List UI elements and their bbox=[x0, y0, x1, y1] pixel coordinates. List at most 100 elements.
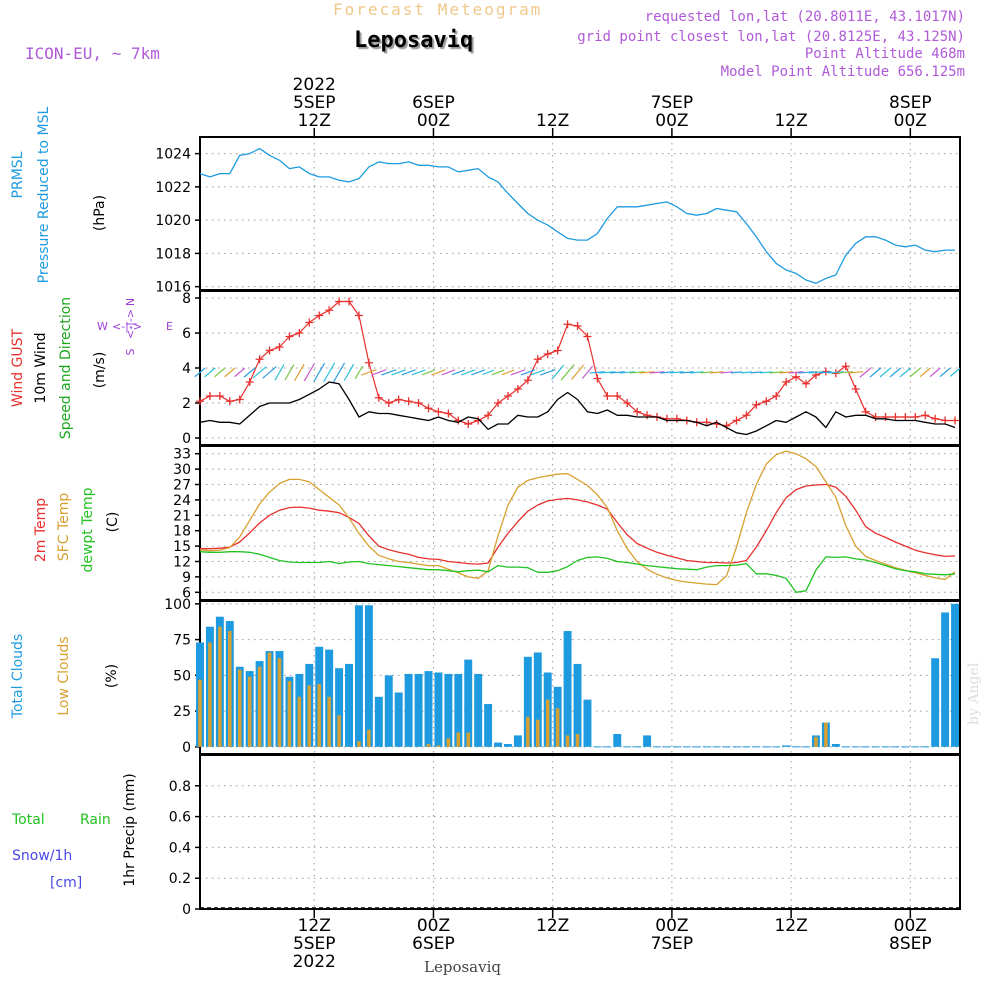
total-cloud-bar bbox=[782, 745, 791, 747]
total-cloud-bar bbox=[384, 675, 393, 747]
pressure-ytick-label: 1024 bbox=[155, 147, 191, 163]
gust-marker bbox=[523, 376, 532, 385]
gust-marker bbox=[285, 332, 294, 341]
wind-direction-arrow bbox=[234, 367, 246, 378]
wind-direction-label: Speed and Direction bbox=[58, 297, 74, 439]
gust-marker bbox=[503, 392, 512, 400]
gust-marker bbox=[732, 416, 741, 425]
gust-marker bbox=[205, 392, 214, 400]
wind-direction-arrow bbox=[421, 369, 436, 376]
wind-direction-arrow bbox=[381, 369, 397, 376]
gust-marker bbox=[374, 393, 383, 402]
wind-direction-arrow bbox=[939, 367, 951, 378]
product-title: Forecast Meteogram bbox=[333, 0, 543, 19]
wind-direction-arrow bbox=[819, 371, 833, 374]
total-cloud-bar bbox=[394, 692, 403, 747]
pressure-ytick-label: 1020 bbox=[155, 213, 191, 229]
low-cloud-bar bbox=[247, 676, 252, 747]
gust-marker bbox=[563, 320, 572, 329]
wind-direction-arrow bbox=[827, 371, 844, 374]
precip-ytick-label: 0.8 bbox=[169, 779, 191, 795]
wind-direction-arrow bbox=[194, 367, 206, 378]
total-cloud-bar bbox=[484, 703, 493, 747]
wind-direction-arrow bbox=[779, 371, 793, 374]
bottom-time-label: 8SEP bbox=[889, 934, 932, 954]
clouds-unit-label: (%) bbox=[104, 664, 120, 688]
total-cloud-bar bbox=[643, 735, 652, 747]
gust-marker bbox=[245, 378, 254, 386]
wind-direction-arrow bbox=[343, 363, 355, 381]
top-time-label: 12Z bbox=[774, 111, 807, 131]
wind-direction-arrow bbox=[243, 367, 256, 378]
gust-marker bbox=[662, 414, 671, 423]
wind-direction-arrow bbox=[333, 362, 346, 383]
dewpt-label: dewpt Temp bbox=[80, 487, 96, 572]
bottom-time-label: 2022 bbox=[293, 952, 336, 972]
total-cloud-bar bbox=[374, 696, 383, 747]
compass-s: S bbox=[124, 348, 137, 355]
wind-ytick-label: 2 bbox=[182, 396, 191, 412]
gust-marker bbox=[772, 392, 781, 400]
low-cloud-bar bbox=[565, 735, 570, 747]
t2m-label: 2m Temp bbox=[33, 498, 49, 562]
gust-marker bbox=[474, 416, 483, 425]
gust-marker bbox=[881, 413, 890, 421]
gust-marker bbox=[275, 343, 284, 351]
wind-direction-arrow bbox=[431, 369, 446, 376]
low-cloud-bar bbox=[198, 679, 202, 747]
gust-marker bbox=[265, 346, 274, 355]
prmsl-unit-label: (hPa) bbox=[92, 195, 108, 231]
low-cloud-bar bbox=[277, 658, 282, 747]
gust-marker bbox=[782, 378, 791, 386]
wind-direction-arrow bbox=[679, 371, 694, 374]
gust-marker bbox=[672, 414, 681, 423]
total-cloud-bar bbox=[831, 743, 840, 747]
total-cloud-bar bbox=[523, 656, 532, 747]
wind-direction-arrow bbox=[759, 371, 773, 374]
location-title: Leposaviq bbox=[354, 28, 474, 53]
wind-direction-arrow bbox=[501, 369, 515, 376]
temperature-ytick-label: 30 bbox=[173, 462, 191, 478]
gust-label: Wind GUST bbox=[10, 328, 26, 407]
gust-marker bbox=[404, 397, 413, 406]
low-cloud-bar bbox=[357, 741, 361, 747]
low-cloud-bar bbox=[824, 722, 828, 747]
wind-direction-arrow bbox=[808, 371, 824, 374]
wind-direction-arrow bbox=[224, 367, 236, 378]
gust-marker bbox=[484, 411, 493, 420]
dewpt-line bbox=[199, 551, 956, 593]
wind-direction-arrow bbox=[700, 371, 714, 374]
total-cloud-bar bbox=[931, 658, 940, 747]
rain-legend-total: Total bbox=[11, 812, 45, 828]
total-cloud-bar bbox=[951, 603, 960, 747]
precip-ytick-label: 0.4 bbox=[169, 840, 191, 856]
total-cloud-bar bbox=[454, 673, 463, 747]
temperature-ytick-label: 9 bbox=[182, 570, 191, 586]
wind-direction-arrow bbox=[274, 364, 285, 381]
model-altitude: Model Point Altitude 656.125m bbox=[720, 64, 965, 80]
gust-marker bbox=[444, 409, 453, 418]
gust-marker bbox=[424, 404, 433, 413]
gust-marker bbox=[573, 322, 582, 330]
wind-direction-arrow bbox=[391, 369, 407, 376]
wind-label: 10m Wind bbox=[33, 332, 49, 403]
gust-marker bbox=[305, 318, 314, 327]
wind-direction-arrow bbox=[411, 369, 426, 376]
gust-marker bbox=[414, 399, 423, 407]
gust-marker bbox=[643, 411, 652, 420]
wind-direction-arrow bbox=[709, 371, 724, 374]
wind-direction-arrow bbox=[869, 367, 882, 378]
wind-direction-arrow bbox=[730, 371, 743, 374]
gust-marker bbox=[494, 399, 503, 407]
wind-direction-arrow bbox=[649, 371, 665, 374]
top-time-label: 12Z bbox=[298, 111, 331, 131]
gust-marker bbox=[891, 413, 900, 421]
gust-marker bbox=[802, 379, 811, 388]
bottom-time-label: 5SEP bbox=[293, 934, 336, 954]
bottom-time-label: 00Z bbox=[655, 916, 688, 936]
grid-point-coords: grid point closest lon,lat (20.8125E, 43… bbox=[577, 29, 965, 45]
gust-marker bbox=[364, 358, 373, 367]
low-cloud-bar bbox=[337, 715, 341, 747]
wind-direction-arrow bbox=[451, 369, 465, 376]
